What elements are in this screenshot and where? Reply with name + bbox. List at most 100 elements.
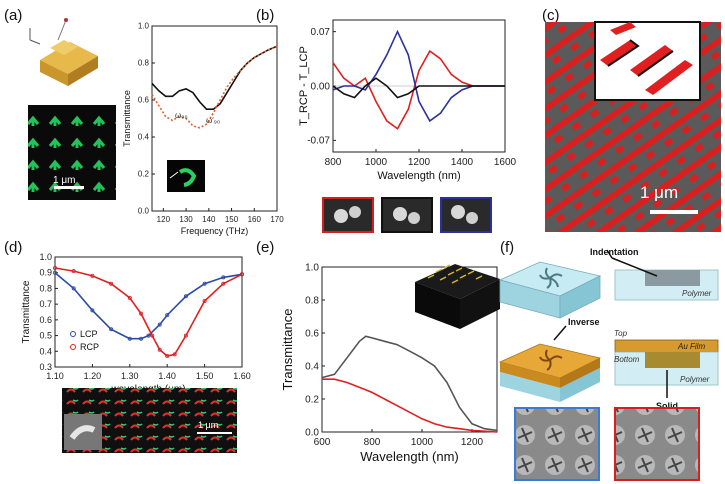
panel-f-sem-blue bbox=[514, 407, 600, 481]
chart-d-ytick-label: 0.4 bbox=[39, 346, 52, 356]
chart-d-xtick-label: 1.30 bbox=[121, 371, 139, 381]
label-polymer-2: Polymer bbox=[680, 375, 710, 384]
chart-e-ytick-label: 0.2 bbox=[305, 394, 319, 405]
label-top: Top bbox=[614, 329, 628, 338]
chart-d-series-RCP bbox=[54, 267, 243, 357]
chart-d-point-LCP bbox=[202, 281, 207, 286]
chart-a-ytick-label: 0.4 bbox=[138, 133, 150, 142]
chart-d-point-LCP bbox=[90, 308, 95, 313]
dimer-view-red bbox=[322, 197, 374, 233]
chart-d-point-LCP bbox=[71, 286, 76, 291]
chart-b-ytick-label: -0.07 bbox=[307, 136, 330, 147]
chart-a-xtick-label: 120 bbox=[157, 215, 171, 224]
chart-e-ylabel: Transmittance bbox=[280, 309, 295, 391]
chart-d-xtick-label: 1.50 bbox=[196, 371, 214, 381]
label-indentation: Indentation bbox=[590, 247, 639, 257]
dimer-view-blue bbox=[440, 197, 492, 233]
chart-b-ytick-label: 0.07 bbox=[311, 27, 331, 38]
panel-d-scale-bar: 1 μm bbox=[198, 420, 218, 430]
chart-d-point-LCP bbox=[139, 336, 144, 341]
chart-d-point-LCP bbox=[127, 336, 132, 341]
chart-e-xtick-label: 800 bbox=[364, 437, 381, 448]
chart-a-ytick-label: 0.0 bbox=[138, 207, 150, 216]
chart-d-point-RCP bbox=[90, 273, 95, 278]
chart-a-ytick-label: 1.0 bbox=[138, 22, 150, 31]
chart-d-point-RCP bbox=[127, 295, 132, 300]
chart-e-ytick-label: 1.0 bbox=[305, 262, 319, 273]
chart-d-series-LCP bbox=[54, 272, 243, 340]
chart-b-series-blue bbox=[332, 29, 505, 123]
chart-d-point-RCP bbox=[165, 353, 170, 358]
chart-b-xtick-label: 1400 bbox=[451, 157, 474, 168]
chart-e-series-gray bbox=[321, 335, 498, 432]
chart-d-ytick-label: 0.7 bbox=[39, 299, 52, 309]
chart-b: 800 1000 1200 1400 1600 0.07 0.00 -0.07 Waveleng… bbox=[298, 19, 517, 182]
chart-d-point-LCP bbox=[53, 270, 58, 275]
chart-b-xtick-label: 1000 bbox=[365, 157, 388, 168]
chart-b-xtick-label: 1600 bbox=[494, 157, 517, 168]
chart-e-ytick-label: 0.0 bbox=[305, 427, 319, 438]
chart-d-point-RCP bbox=[150, 333, 155, 338]
chart-d-ytick-label: 0.6 bbox=[39, 315, 52, 325]
chart-d-point-RCP bbox=[239, 272, 244, 277]
chart-e: 600 800 1000 1200 0.0 0.2 0.4 0.6 0.8 1.0 Waveleng… bbox=[280, 262, 498, 464]
label-bottom: Bottom bbox=[614, 355, 640, 364]
panel-c-sem-image: 1 μm bbox=[545, 21, 721, 232]
chart-a-xtick-label: 140 bbox=[202, 215, 216, 224]
panel-a-inset bbox=[167, 160, 205, 192]
panel-a-render bbox=[28, 18, 116, 102]
chart-a-ytick-label: 0.6 bbox=[138, 96, 150, 105]
label-polymer-1: Polymer bbox=[682, 289, 712, 298]
panel-label-e: (e) bbox=[256, 239, 274, 256]
chart-a-ylabel: Transmittance bbox=[122, 90, 132, 147]
panel-label-d: (d) bbox=[4, 239, 22, 256]
panel-f-sem-red bbox=[614, 407, 700, 481]
chart-d-point-RCP bbox=[109, 281, 114, 286]
chart-e-xtick-label: 1200 bbox=[461, 437, 484, 448]
chart-d-xtick-label: 1.10 bbox=[46, 371, 64, 381]
chart-d-legend-marker bbox=[70, 331, 76, 337]
chart-d-ytick-label: 0.8 bbox=[39, 283, 52, 293]
chart-d-point-LCP bbox=[146, 333, 151, 338]
chart-d-point-RCP bbox=[183, 333, 188, 338]
panel-c-scale-bar: 1 μm bbox=[640, 183, 678, 202]
chart-e-ytick-label: 0.8 bbox=[305, 295, 319, 306]
panel-b-dimers bbox=[322, 197, 492, 233]
chart-a-frame bbox=[151, 25, 278, 212]
chart-d-legend-label: LCP bbox=[80, 329, 98, 339]
chart-d-ytick-label: 0.9 bbox=[39, 268, 52, 278]
chart-d-legend-marker bbox=[70, 344, 76, 350]
chart-d-legend-label: RCP bbox=[80, 342, 99, 352]
chart-d-point-RCP bbox=[139, 311, 144, 316]
chart-e-xtick-label: 1000 bbox=[411, 437, 434, 448]
chart-a: 120 130 140 150 160 170 0.0 0.2 0.4 0.6 0.8 1.0 Freq… bbox=[122, 22, 284, 236]
chart-a-xtick-label: 150 bbox=[225, 215, 239, 224]
chart-d-point-LCP bbox=[109, 327, 114, 332]
chart-b-series-red bbox=[332, 49, 505, 130]
chart-b-ytick-label: 0.00 bbox=[311, 81, 331, 92]
chart-d-ytick-label: 1.0 bbox=[39, 252, 52, 262]
chart-d-point-LCP bbox=[221, 275, 226, 280]
chart-d-point-RCP bbox=[71, 269, 76, 274]
chart-a-xlabel: Frequency (THz) bbox=[181, 226, 249, 236]
chart-e-ytick-label: 0.6 bbox=[305, 328, 319, 339]
panel-f-diagram: Indentation Polymer Inverse Top Bottom A… bbox=[498, 247, 719, 481]
panel-label-a: (a) bbox=[4, 7, 22, 24]
panel-a-sem-image: 1 μm bbox=[28, 105, 116, 200]
chart-e-ytick-label: 0.4 bbox=[305, 361, 319, 372]
panel-d-sem-image: 1 μm bbox=[62, 388, 237, 453]
chart-d-point-LCP bbox=[157, 322, 162, 327]
dimer-view-black bbox=[381, 197, 433, 233]
chart-e-xlabel: Wavelength (nm) bbox=[360, 449, 459, 464]
chart-d-ylabel: Transmittance bbox=[21, 280, 32, 343]
chart-d-xtick-label: 1.60 bbox=[233, 371, 251, 381]
panel-a-scale-bar: 1 μm bbox=[53, 175, 75, 186]
chart-d-point-LCP bbox=[183, 294, 188, 299]
chart-d-point-RCP bbox=[172, 352, 177, 357]
chart-d-ytick-label: 0.5 bbox=[39, 331, 52, 341]
panel-a-annotation-omega-prime: ω′₉₀ bbox=[206, 116, 220, 125]
chart-d-ytick-label: 0.3 bbox=[39, 362, 52, 372]
chart-b-xlabel: Wavelength (nm) bbox=[377, 170, 460, 182]
chart-a-ytick-label: 0.8 bbox=[138, 59, 150, 68]
